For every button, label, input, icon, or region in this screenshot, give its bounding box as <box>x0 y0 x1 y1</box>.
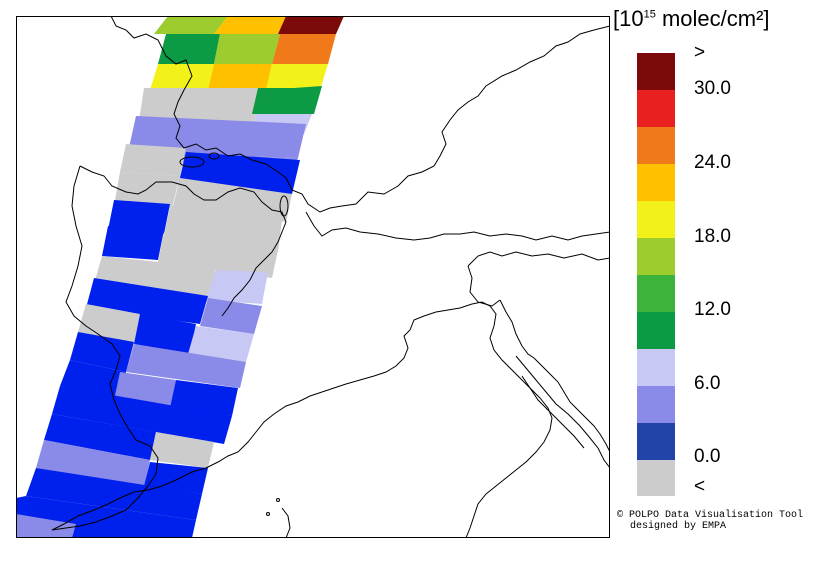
legend-label-6: 6.0 <box>694 373 721 394</box>
legend-label-under: < <box>694 476 706 497</box>
legend-swatch <box>637 275 675 312</box>
coastline <box>51 301 553 538</box>
swath-pixel <box>154 16 228 34</box>
swath-pixel <box>108 200 170 234</box>
satellite-swath <box>16 16 344 538</box>
lake <box>208 152 220 160</box>
swath-pixel <box>44 414 156 460</box>
swath-pixel <box>214 16 286 34</box>
legend-label-18: 18.0 <box>694 226 731 247</box>
legend-swatch <box>637 460 675 496</box>
legend-swatch <box>637 164 675 201</box>
swath-pixel <box>158 232 278 278</box>
legend-label-over: > <box>694 42 706 63</box>
map-area <box>16 16 610 538</box>
swath-pixel <box>114 172 180 208</box>
coastlines-and-borders <box>51 16 610 538</box>
swath-pixel <box>150 64 214 90</box>
credit-line-1: © POLPO Data Visualisation Tool <box>617 510 804 521</box>
swath-pixel <box>214 34 280 64</box>
coastline <box>281 507 291 538</box>
legend-swatch <box>637 238 675 275</box>
swath-pixel <box>26 468 202 520</box>
swath-pixel <box>126 344 246 388</box>
lake <box>266 512 270 516</box>
swath-pixel <box>134 314 196 354</box>
border-line <box>305 211 610 241</box>
swath-pixel <box>164 206 282 252</box>
legend-swatch <box>637 53 675 90</box>
swath-pixel <box>52 386 232 444</box>
swath-pixel <box>150 432 214 468</box>
legend-swatch <box>637 349 675 386</box>
legend-label-30: 30.0 <box>694 78 731 99</box>
swath-pixel <box>78 304 140 344</box>
legend-swatch <box>637 423 675 460</box>
legend-label-24: 24.0 <box>694 152 731 173</box>
swath-pixel <box>200 298 262 334</box>
lake <box>276 498 280 502</box>
swath-pixel <box>158 34 220 64</box>
border-line <box>110 16 610 213</box>
swath-pixel <box>140 88 258 114</box>
legend-swatch <box>637 201 675 238</box>
legend-swatch <box>637 386 675 423</box>
legend-swatch <box>637 90 675 127</box>
coastline <box>499 299 610 453</box>
border-line <box>79 165 287 317</box>
swath-pixel <box>60 360 126 400</box>
border-line <box>467 251 610 267</box>
swath-pixel <box>144 462 208 494</box>
swath-pixel <box>86 278 208 324</box>
swath-pixel <box>188 326 254 362</box>
lake <box>279 195 289 217</box>
swath-pixel <box>206 270 268 304</box>
swath-pixel <box>252 88 318 114</box>
border-line <box>51 165 159 531</box>
lake <box>179 156 205 168</box>
swath-pixel <box>36 440 150 488</box>
map-canvas <box>16 16 610 538</box>
legend-swatch <box>637 127 675 164</box>
credit-line-2: designed by EMPA <box>630 521 727 532</box>
coastline <box>515 355 610 469</box>
swath-pixel <box>208 64 272 90</box>
swath-pixel <box>278 16 344 34</box>
swath-pixel <box>120 144 186 176</box>
swath-pixel <box>272 34 336 64</box>
swath-pixel <box>170 380 238 416</box>
swath-pixel <box>102 226 164 260</box>
legend-unit-label: [1015 molec/cm²] <box>613 6 770 31</box>
legend-swatch <box>637 312 675 349</box>
border-line <box>467 265 501 307</box>
legend-label-0: 0.0 <box>694 446 721 467</box>
swath-pixel <box>266 64 328 90</box>
swath-pixel <box>16 514 76 538</box>
legend-label-12: 12.0 <box>694 299 731 320</box>
coastline <box>521 375 585 449</box>
